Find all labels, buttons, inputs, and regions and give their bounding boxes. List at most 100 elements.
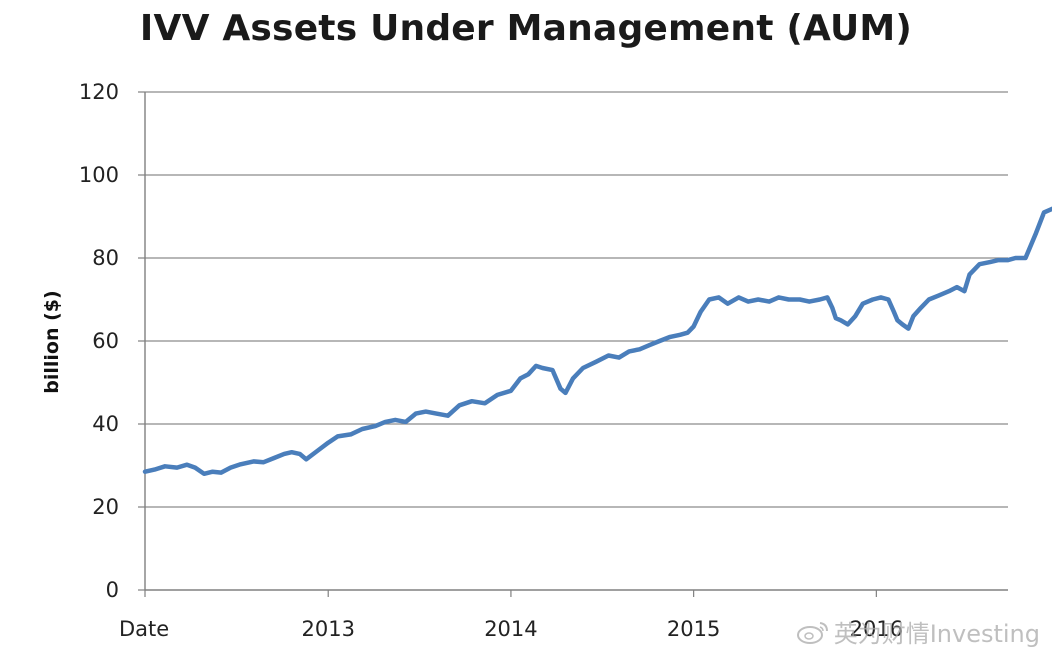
data-point <box>716 295 721 300</box>
data-point <box>534 364 538 368</box>
data-point <box>886 297 891 302</box>
data-point <box>798 297 802 302</box>
y-tick-label: 80 <box>92 246 119 270</box>
data-point <box>393 418 398 422</box>
data-point <box>825 295 830 300</box>
data-point <box>251 459 256 464</box>
data-point <box>571 376 575 381</box>
data-point <box>518 376 523 381</box>
data-point <box>563 391 568 395</box>
data-point <box>219 470 223 475</box>
data-point <box>947 289 951 294</box>
data-point <box>404 420 408 424</box>
data-point <box>202 472 206 476</box>
data-point <box>152 467 157 472</box>
data-point <box>853 314 858 318</box>
data-point <box>691 324 696 329</box>
data-point <box>919 306 923 310</box>
data-point <box>335 434 340 439</box>
data-point <box>617 355 621 360</box>
data-point <box>297 452 302 456</box>
data-point <box>304 457 309 462</box>
data-point <box>967 272 972 277</box>
data-point <box>834 316 838 321</box>
data-point <box>685 330 690 335</box>
x-tick-label: 2016 <box>850 617 903 641</box>
weibo-logo-icon <box>796 620 830 644</box>
watermark: 英为财情Investing <box>796 614 1040 649</box>
data-point <box>911 314 916 318</box>
data-point <box>348 432 353 437</box>
data-point <box>185 462 189 467</box>
data-point <box>927 297 931 302</box>
data-point <box>163 464 167 469</box>
data-point <box>988 260 992 264</box>
data-point <box>767 299 771 304</box>
data-point <box>955 285 959 289</box>
data-point <box>746 299 750 304</box>
data-point <box>879 295 883 300</box>
x-tick-label: 2014 <box>484 617 537 641</box>
data-point <box>776 295 781 300</box>
data-point <box>786 297 791 302</box>
data-point <box>756 297 760 302</box>
y-tick-label: 100 <box>79 163 119 187</box>
y-tick-labels: 0 20 40 60 80 100 120 <box>79 80 119 602</box>
data-point <box>668 335 672 339</box>
data-point <box>272 456 276 460</box>
data-point <box>1042 210 1046 215</box>
data-point <box>434 411 439 416</box>
y-tick-label: 20 <box>92 495 119 519</box>
data-point <box>483 401 487 406</box>
data-point <box>1006 258 1010 262</box>
data-point <box>193 465 197 470</box>
data-point <box>261 460 266 465</box>
data-point <box>360 427 365 431</box>
y-tick-label: 40 <box>92 412 119 436</box>
chart-title: IVV Assets Under Management (AUM) <box>139 8 913 49</box>
data-point <box>678 333 682 337</box>
x-tick-label: 2015 <box>667 617 720 641</box>
data-point <box>558 386 563 391</box>
data-point <box>871 297 875 302</box>
data-point <box>414 411 418 416</box>
x-tick-label: Date <box>119 617 169 641</box>
data-point <box>839 318 843 323</box>
axes <box>138 91 1008 597</box>
y-tick-label: 60 <box>92 329 119 353</box>
x-tick-label: 2013 <box>301 617 354 641</box>
data-point <box>900 322 905 327</box>
data-point <box>175 465 179 470</box>
data-point <box>977 262 982 267</box>
data-point <box>238 462 243 467</box>
data-point <box>846 322 850 327</box>
y-tick-label: 120 <box>79 80 119 104</box>
data-point <box>457 403 462 408</box>
data-point <box>637 347 642 352</box>
data-point <box>143 469 147 474</box>
data-point <box>818 297 822 302</box>
data-point <box>1034 231 1038 235</box>
data-point <box>892 310 896 314</box>
data-point <box>446 413 450 418</box>
data-point <box>289 450 294 455</box>
data-point <box>830 306 835 310</box>
data-point <box>228 465 233 470</box>
data-point <box>594 360 598 364</box>
data-point <box>326 440 331 445</box>
data-point <box>906 326 911 331</box>
data-point <box>657 339 662 343</box>
data-point <box>526 372 531 377</box>
data-point <box>647 343 652 347</box>
data-point <box>470 399 474 404</box>
data-point <box>861 301 865 306</box>
data-point <box>736 295 741 300</box>
data-point <box>1023 256 1028 260</box>
data-point <box>895 318 900 323</box>
data-point <box>698 310 703 314</box>
data-point <box>540 366 545 370</box>
data-point <box>210 469 215 474</box>
series <box>142 206 1052 477</box>
gridlines <box>145 91 1008 508</box>
